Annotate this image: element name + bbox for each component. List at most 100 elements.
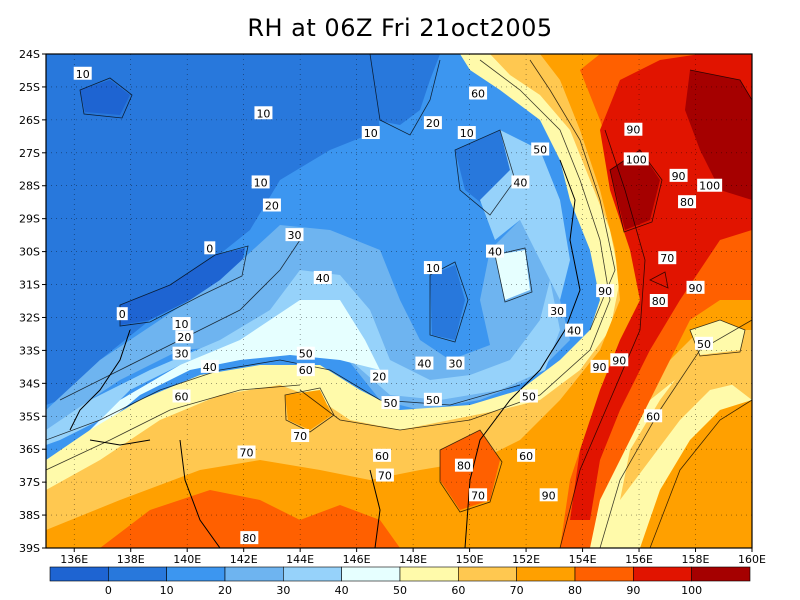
contour-label: 30 <box>550 305 564 318</box>
contour-label-bg <box>251 175 270 189</box>
contour-label-bg <box>678 195 697 209</box>
contour-label-bg <box>423 116 442 130</box>
lat-tick-label: 24S <box>19 48 40 61</box>
contour-label: 90 <box>672 170 686 183</box>
contour-label-bg <box>511 175 530 189</box>
colorbar-swatch <box>49 566 109 582</box>
contour-label-bg <box>519 389 538 403</box>
contour-label-bg <box>531 142 550 156</box>
lon-tick-label: 160E <box>738 553 766 566</box>
contour-label-bg <box>517 448 536 462</box>
contour-label: 70 <box>240 446 254 459</box>
rh-band-0-dark-b <box>80 80 130 115</box>
contour-label-bg <box>296 363 315 377</box>
contour-label: 20 <box>426 117 440 130</box>
lat-tick-label: 29S <box>19 213 40 226</box>
contour-label-bg <box>686 280 705 294</box>
lon-tick-label: 136E <box>60 553 88 566</box>
contour-label-bg <box>172 317 191 331</box>
colorbar-label: 10 <box>160 584 174 597</box>
colorbar: 0 10 20 30 40 50 60 70 80 90 100 <box>49 566 751 597</box>
contour-label: 20 <box>265 199 279 212</box>
colorbar-label: 80 <box>568 584 582 597</box>
contour-lines <box>46 54 752 548</box>
contour-label: 60 <box>646 410 660 423</box>
colorbar-label: 70 <box>510 584 524 597</box>
contour-label: 0 <box>119 308 126 321</box>
colorbar-swatch <box>166 566 226 582</box>
contour-label-bg <box>486 244 505 258</box>
contour-label-bg <box>446 356 465 370</box>
contour-label-bg <box>539 488 558 502</box>
contour-label: 60 <box>471 88 485 101</box>
colorbar-label: 90 <box>626 584 640 597</box>
lat-tick-label: 35S <box>19 410 40 423</box>
contour-label-bg <box>624 122 643 136</box>
contour-label-bg <box>644 409 663 423</box>
contour-label: 30 <box>448 358 462 371</box>
colorbar-label: 0 <box>105 584 112 597</box>
latitude-ticks: 24S 25S 26S 27S 28S 29S 30S 31S 32S 33S 34S 35S 36S 3… <box>19 48 46 555</box>
rh-band-70-east <box>620 330 752 500</box>
colorbar-label: 20 <box>218 584 232 597</box>
rh-band-blue-east <box>640 400 752 548</box>
rh-band-top-b <box>685 70 752 200</box>
lon-tick-label: 154E <box>569 553 597 566</box>
contour-label: 10 <box>460 127 474 140</box>
colorbar-swatch <box>633 566 692 582</box>
contour-label-bg <box>373 448 392 462</box>
lon-tick-label: 138E <box>117 553 145 566</box>
colorbar-swatch <box>458 566 517 582</box>
colorbar-swatch <box>516 566 576 582</box>
lon-tick-label: 156E <box>625 553 653 566</box>
colorbar-swatch <box>224 566 284 582</box>
contour-label: 50 <box>426 394 440 407</box>
lon-tick-label: 144E <box>286 553 314 566</box>
lon-tick-label: 148E <box>399 553 427 566</box>
colorbar-swatch <box>341 566 401 582</box>
contour-label: 40 <box>417 358 431 371</box>
lat-tick-label: 38S <box>19 509 40 522</box>
contour-label: 50 <box>299 348 313 361</box>
map-frame <box>45 53 753 549</box>
contour-label: 60 <box>175 391 189 404</box>
lat-tick-label: 30S <box>19 246 40 259</box>
contour-label: 40 <box>567 325 581 338</box>
contour-label: 50 <box>533 144 547 157</box>
rh-band-top <box>610 150 660 230</box>
contour-label-bg <box>610 353 629 367</box>
contour-label: 90 <box>689 282 703 295</box>
rh-band-10-20-c <box>430 265 465 340</box>
contour-label-bg <box>423 392 442 406</box>
colorbar-swatch <box>283 566 342 582</box>
lon-tick-label: 142E <box>230 553 258 566</box>
contour-label: 10 <box>175 318 189 331</box>
colorbar-label: 30 <box>276 584 290 597</box>
lat-tick-label: 26S <box>19 114 40 127</box>
contour-label: 90 <box>626 124 640 137</box>
contour-label: 40 <box>203 361 217 374</box>
longitude-ticks: 136E 138E 140E 142E 144E 146E 148E 150E 152E 154E… <box>60 548 766 566</box>
contour-label: 50 <box>697 338 711 351</box>
contour-label: 70 <box>378 470 392 483</box>
contour-label-bg <box>291 429 310 443</box>
contour-label-bg <box>204 241 216 255</box>
contour-label-bg <box>658 251 677 265</box>
contour-label-bg <box>200 359 219 373</box>
lat-tick-label: 34S <box>19 377 40 390</box>
contour-label: 40 <box>488 246 502 259</box>
rh-band-10-20 <box>370 54 440 125</box>
contour-label-bg <box>623 152 649 166</box>
contour-label-bg <box>469 86 488 100</box>
contour-label: 20 <box>372 371 386 384</box>
contour-label: 80 <box>652 295 666 308</box>
contour-label-bg <box>370 369 389 383</box>
contour-label: 100 <box>626 153 647 166</box>
rh-band-80-90 <box>46 54 752 548</box>
contour-label-bg <box>415 356 434 370</box>
colorbar-label: 40 <box>335 584 349 597</box>
rh-band-0-dark <box>120 248 245 325</box>
lat-tick-label: 39S <box>19 542 40 555</box>
contour-label-bg <box>361 126 380 140</box>
